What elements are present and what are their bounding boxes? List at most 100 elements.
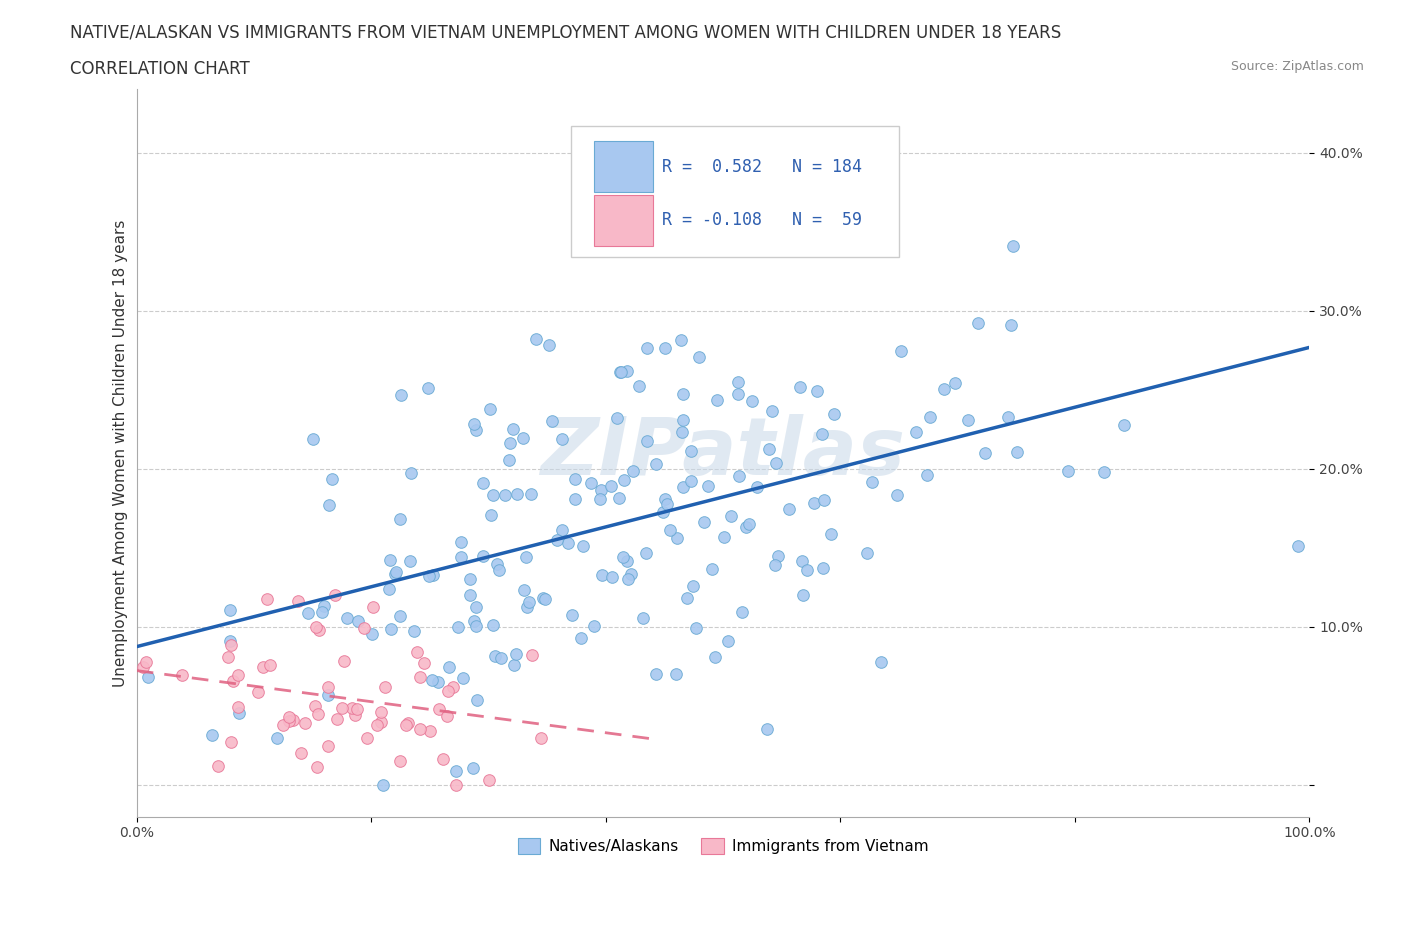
Point bbox=[519, 594, 541, 609]
Point bbox=[645, 667, 668, 682]
Point bbox=[672, 479, 695, 494]
Point bbox=[1002, 239, 1025, 254]
Point bbox=[471, 549, 494, 564]
Point bbox=[579, 476, 602, 491]
Point bbox=[997, 410, 1019, 425]
Point bbox=[259, 658, 281, 672]
Point bbox=[1000, 317, 1022, 332]
Point bbox=[720, 509, 742, 524]
Point bbox=[890, 344, 912, 359]
Point bbox=[395, 718, 418, 733]
Point bbox=[697, 478, 720, 493]
Point bbox=[389, 388, 412, 403]
Point bbox=[308, 707, 330, 722]
Point bbox=[330, 700, 353, 715]
Point bbox=[515, 550, 537, 565]
Point bbox=[135, 655, 157, 670]
Point bbox=[520, 648, 543, 663]
Point bbox=[406, 644, 429, 659]
Point bbox=[533, 592, 555, 607]
Point bbox=[228, 705, 250, 720]
Point bbox=[353, 620, 375, 635]
Point bbox=[631, 610, 654, 625]
Point bbox=[681, 474, 703, 489]
Point bbox=[323, 588, 346, 603]
Point bbox=[1112, 418, 1135, 432]
Point bbox=[439, 660, 461, 675]
Point bbox=[731, 604, 754, 619]
Point bbox=[655, 496, 678, 511]
Point bbox=[281, 713, 304, 728]
Point bbox=[217, 649, 239, 664]
Text: Source: ZipAtlas.com: Source: ZipAtlas.com bbox=[1230, 60, 1364, 73]
Point bbox=[607, 491, 630, 506]
Point bbox=[316, 687, 339, 702]
Point bbox=[278, 714, 301, 729]
Point bbox=[973, 445, 995, 460]
Point bbox=[218, 603, 240, 618]
Text: R =  0.582   N = 184: R = 0.582 N = 184 bbox=[662, 158, 862, 176]
Point bbox=[138, 670, 160, 684]
Point bbox=[758, 442, 780, 457]
Point bbox=[342, 700, 364, 715]
Text: NATIVE/ALASKAN VS IMMIGRANTS FROM VIETNAM UNEMPLOYMENT AMONG WOMEN WITH CHILDREN: NATIVE/ALASKAN VS IMMIGRANTS FROM VIETNA… bbox=[70, 23, 1062, 41]
Point bbox=[634, 545, 657, 560]
Point bbox=[620, 566, 643, 581]
Point bbox=[219, 633, 242, 648]
Point bbox=[478, 402, 501, 417]
Point bbox=[613, 472, 636, 487]
Point bbox=[591, 568, 613, 583]
Point bbox=[311, 604, 333, 619]
FancyBboxPatch shape bbox=[595, 141, 652, 193]
Point bbox=[294, 716, 316, 731]
Point bbox=[789, 379, 811, 394]
Y-axis label: Unemployment Among Women with Children Under 18 years: Unemployment Among Women with Children U… bbox=[114, 219, 128, 686]
Point bbox=[636, 434, 658, 449]
Point bbox=[502, 421, 524, 436]
Point bbox=[609, 365, 631, 379]
Point bbox=[606, 410, 628, 425]
Point bbox=[419, 724, 441, 738]
Point bbox=[682, 578, 704, 593]
Point bbox=[557, 536, 579, 551]
Point bbox=[333, 654, 356, 669]
Point bbox=[316, 738, 339, 753]
Point bbox=[170, 668, 193, 683]
Point bbox=[297, 605, 319, 620]
Point bbox=[266, 730, 288, 745]
Point bbox=[665, 667, 688, 682]
Text: CORRELATION CHART: CORRELATION CHART bbox=[70, 60, 250, 78]
Point bbox=[378, 581, 401, 596]
Point bbox=[370, 705, 392, 720]
Point bbox=[465, 618, 488, 633]
Point bbox=[380, 621, 402, 636]
Point bbox=[706, 392, 728, 407]
Point bbox=[450, 550, 472, 565]
Point bbox=[201, 727, 224, 742]
Point bbox=[444, 764, 467, 778]
Point bbox=[675, 591, 697, 605]
Point bbox=[589, 483, 612, 498]
Text: ZIPatlas: ZIPatlas bbox=[540, 414, 905, 492]
Point bbox=[636, 341, 658, 356]
Point bbox=[671, 332, 693, 347]
Point bbox=[796, 563, 818, 578]
Point bbox=[628, 379, 651, 393]
Point bbox=[1286, 539, 1309, 554]
Point bbox=[436, 684, 458, 698]
Point bbox=[388, 753, 411, 768]
Point bbox=[366, 717, 388, 732]
Point bbox=[744, 177, 766, 192]
Point bbox=[505, 646, 527, 661]
Point bbox=[446, 777, 468, 792]
Point bbox=[478, 773, 501, 788]
Point bbox=[447, 620, 470, 635]
Point bbox=[343, 708, 366, 723]
Point bbox=[792, 588, 814, 603]
Point bbox=[277, 710, 299, 724]
Point bbox=[450, 535, 472, 550]
Point bbox=[463, 417, 485, 432]
Point bbox=[485, 556, 508, 571]
Point bbox=[252, 659, 274, 674]
Point bbox=[1005, 445, 1028, 459]
